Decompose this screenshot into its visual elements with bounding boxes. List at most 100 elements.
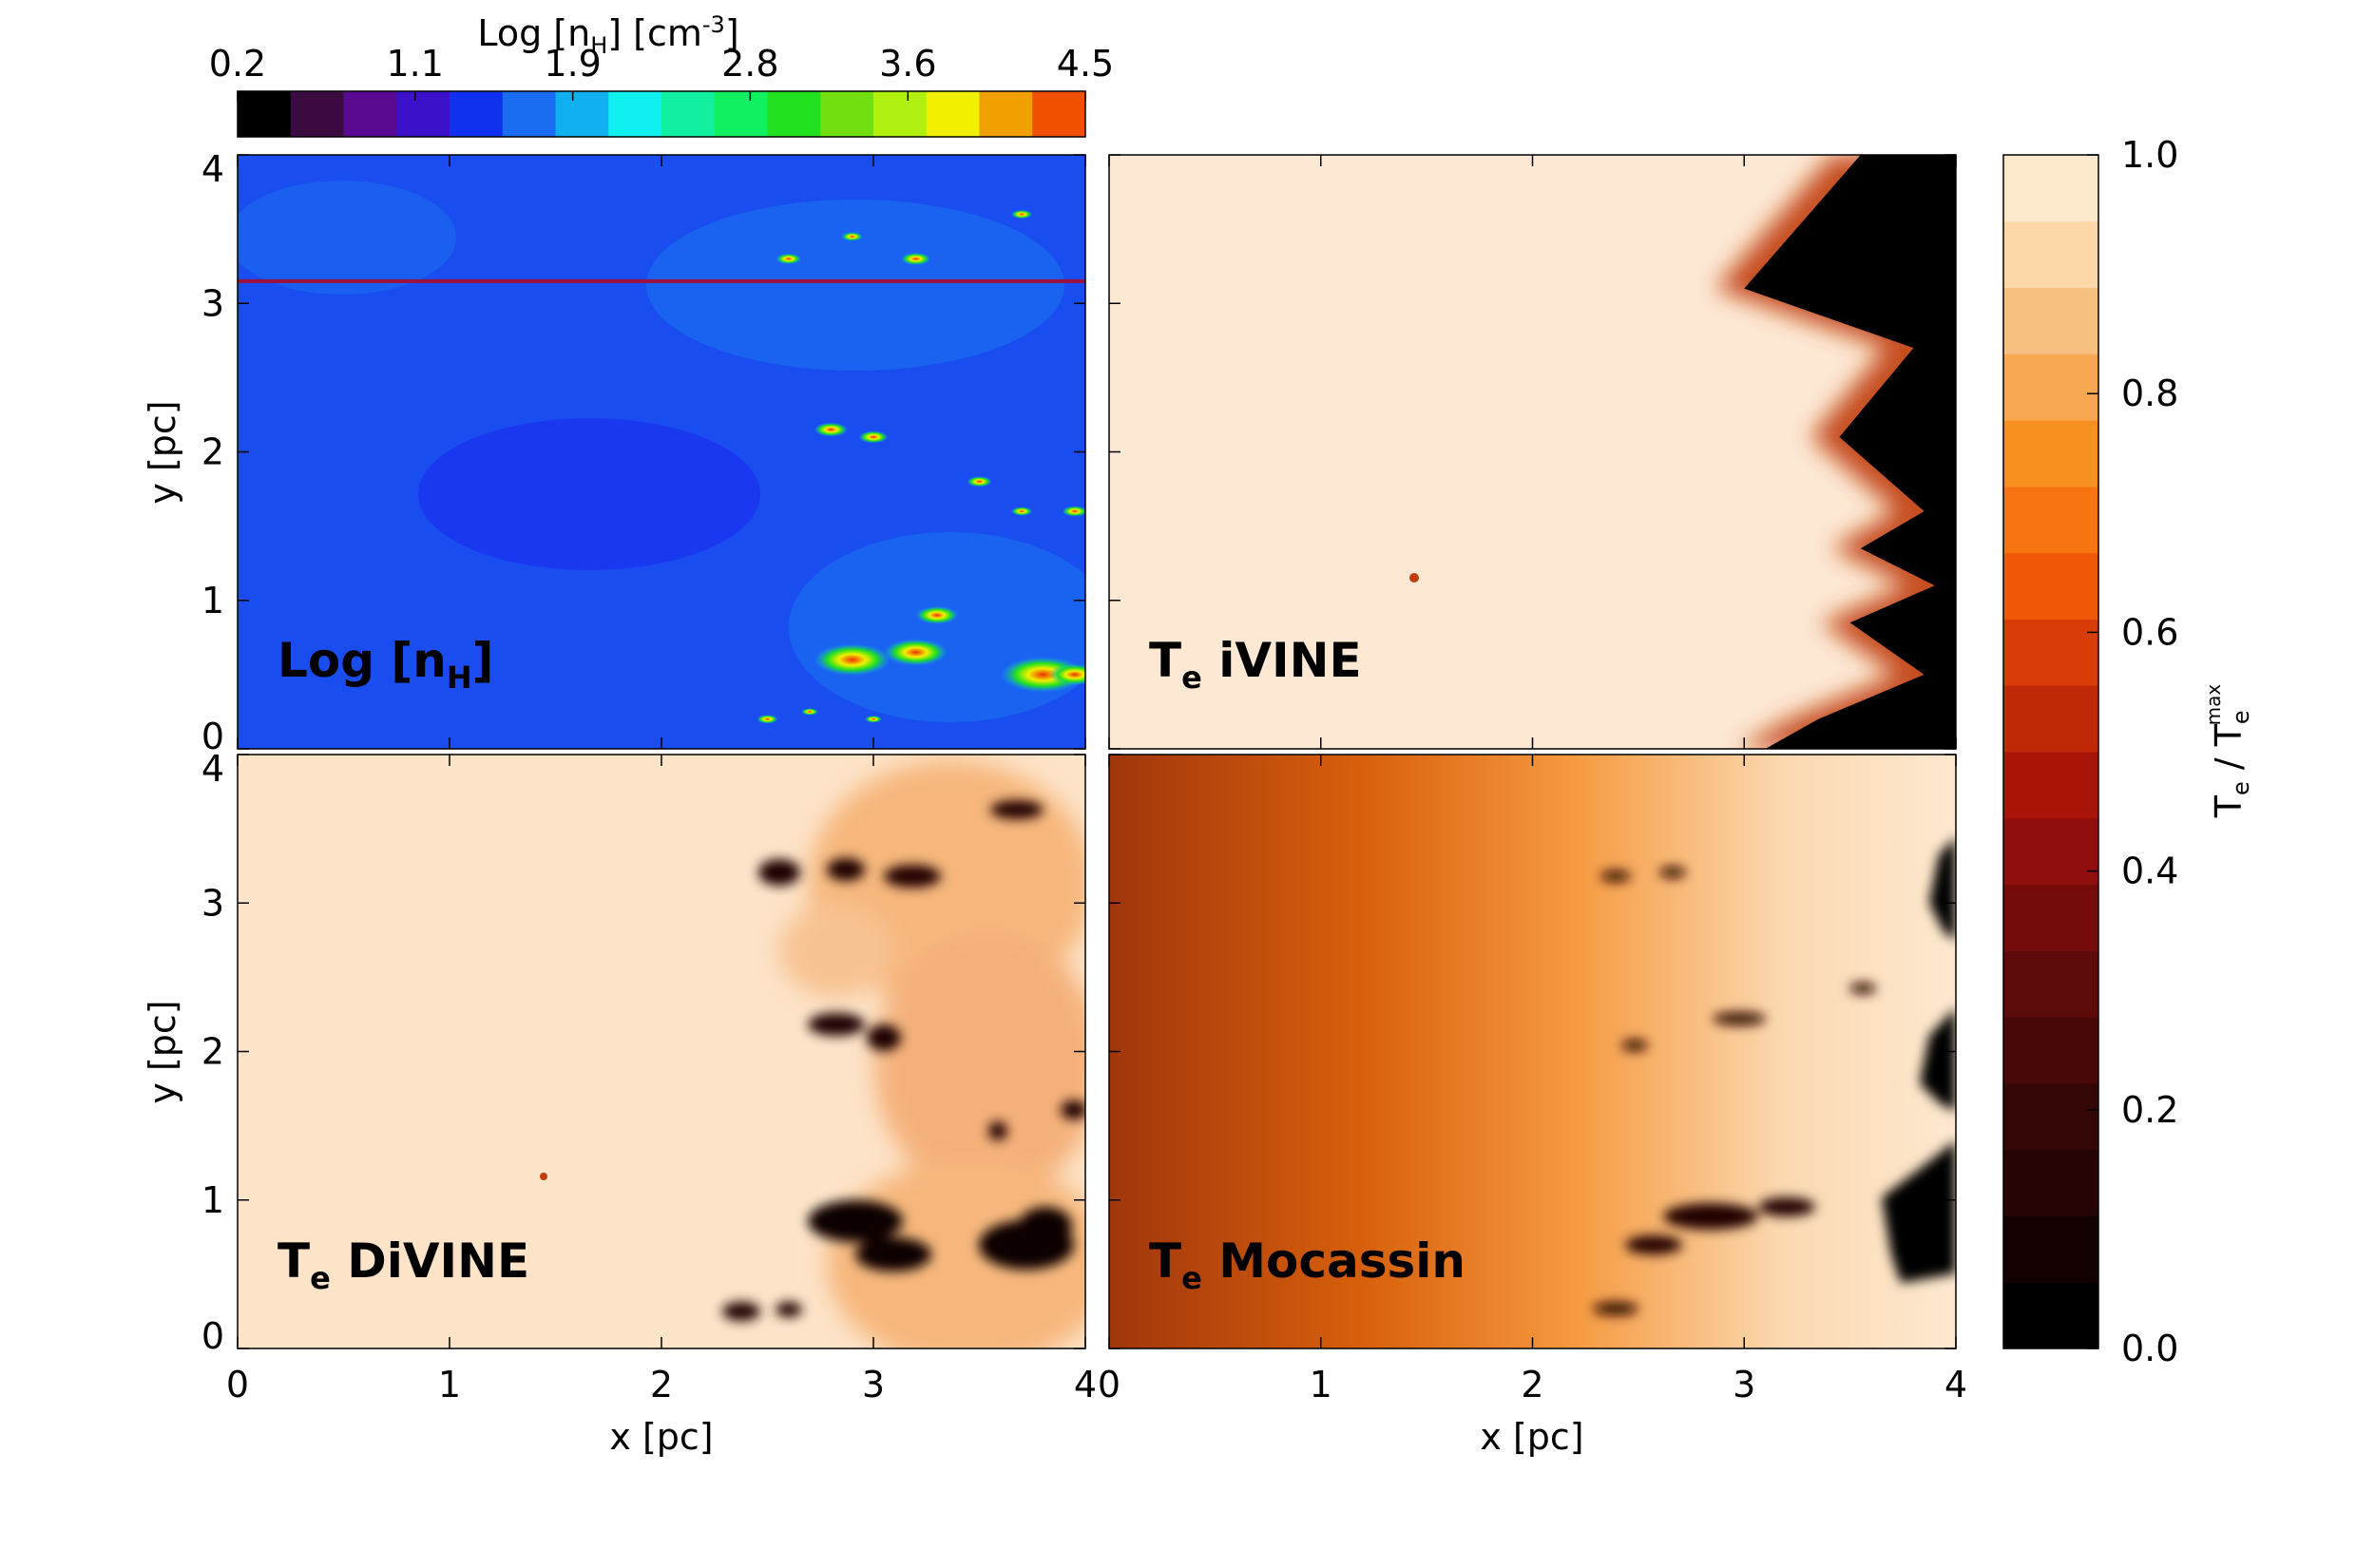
- mocassin-xtick-label: 2: [1521, 1364, 1543, 1405]
- mocassin-xtick-label: 0: [1098, 1364, 1121, 1405]
- density-haze-patch: [646, 200, 1064, 371]
- density-colorbar-swatch: [661, 91, 716, 137]
- density-clump: [1062, 506, 1085, 517]
- density-colorbar-swatch: [1032, 91, 1086, 137]
- ivine-speck: [1409, 573, 1419, 583]
- divine-ytick-label: 2: [201, 1031, 224, 1073]
- density-clump: [865, 716, 882, 723]
- density-colorbar-swatch: [238, 91, 292, 137]
- density-clump: [858, 430, 889, 444]
- density-colorbar-tick-label: 2.8: [721, 43, 778, 85]
- divine-xtick-label: 3: [862, 1364, 885, 1405]
- density-colorbar-frame: [237, 90, 1086, 138]
- temperature-colorbar-swatch: [2003, 950, 2098, 1018]
- divine-xtick-label: 4: [1074, 1364, 1097, 1405]
- divine-xtick-label: 2: [650, 1364, 673, 1405]
- density-panel: Log [nH]: [237, 154, 1086, 750]
- density-colorbar-swatch: [926, 91, 980, 137]
- temperature-colorbar-tick-label: 0.8: [2121, 373, 2178, 414]
- temperature-colorbar-swatch: [2003, 817, 2098, 886]
- temperature-colorbar-swatch: [2003, 552, 2098, 620]
- density-clump: [1049, 663, 1085, 686]
- temperature-colorbar-swatch: [2003, 1082, 2098, 1151]
- density-colorbar-swatch: [820, 91, 874, 137]
- divine-panel: Te DiVINE: [237, 754, 1086, 1349]
- density-clump: [801, 708, 819, 716]
- density-clump: [967, 476, 992, 488]
- density-colorbar-tick-label: 1.1: [386, 43, 443, 85]
- density-colorbar-swatch: [979, 91, 1033, 137]
- ivine-ionization-front: [1744, 155, 1956, 749]
- temperature-colorbar-frame: [2002, 154, 2099, 1349]
- mocassin-xtick-label: 1: [1310, 1364, 1332, 1405]
- density-colorbar: 0.2 1.1 1.9 2.8 3.6 4.5: [209, 43, 1114, 138]
- divine-ylabel: y [pc]: [142, 1000, 183, 1103]
- density-colorbar-swatch: [767, 91, 821, 137]
- density-colorbar-swatch: [608, 91, 662, 137]
- density-panel-label: Log [nH]: [278, 633, 494, 696]
- density-ylabel: y [pc]: [142, 400, 183, 504]
- temperature-colorbar-swatch: [2003, 685, 2098, 753]
- temperature-colorbar-title: Te / Temax: [2202, 684, 2254, 819]
- temperature-colorbar-swatch: [2003, 752, 2098, 819]
- density-clump: [814, 643, 891, 677]
- density-colorbar-swatch: [290, 91, 344, 137]
- density-colorbar-swatch: [873, 91, 928, 137]
- mocassin-panel-label: Te Mocassin: [1149, 1233, 1465, 1296]
- temperature-colorbar: 0.0 0.2 0.4 0.6 0.8 1.0: [2002, 134, 2178, 1369]
- density-clumps: [757, 209, 1085, 724]
- density-haze-patch: [238, 181, 456, 295]
- density-colorbar-swatch: [450, 91, 504, 137]
- divine-speck: [540, 1173, 547, 1180]
- density-ytick-label: 3: [201, 282, 224, 324]
- density-haze-patch: [789, 532, 1085, 722]
- density-haze-patch: [418, 418, 760, 570]
- density-clump: [776, 253, 802, 264]
- ivine-panel-label: Te iVINE: [1149, 633, 1362, 696]
- temperature-colorbar-swatch: [2003, 1282, 2098, 1349]
- mocassin-front: [1593, 836, 1956, 1315]
- density-colorbar-swatch: [396, 91, 450, 137]
- temperature-colorbar-swatch: [2003, 1149, 2098, 1216]
- temperature-colorbar-swatch: [2003, 420, 2098, 488]
- density-colorbar-swatch: [502, 91, 556, 137]
- temperature-colorbar-swatch: [2003, 155, 2098, 222]
- density-clump: [757, 715, 778, 724]
- density-clump: [884, 639, 948, 666]
- temperature-colorbar-swatch: [2003, 287, 2098, 354]
- temperature-colorbar-tick-label: 0.6: [2121, 611, 2178, 653]
- temperature-colorbar-swatch: [2003, 354, 2098, 421]
- temperature-colorbar-swatch: [2003, 619, 2098, 686]
- divine-ytick-label: 1: [201, 1179, 224, 1221]
- divine-ytick-label: 0: [201, 1315, 224, 1357]
- density-ytick-label: 4: [201, 148, 224, 190]
- mocassin-xtick-label: 4: [1944, 1364, 1967, 1405]
- density-colorbar-swatch: [343, 91, 397, 137]
- density-clump: [915, 606, 959, 624]
- density-clump: [1010, 209, 1033, 220]
- ivine-panel: Te iVINE: [1108, 154, 1957, 750]
- density-colorbar-swatch: [555, 91, 609, 137]
- temperature-colorbar-tick-label: 1.0: [2121, 134, 2178, 176]
- density-ytick-label: 0: [201, 716, 224, 757]
- density-clump: [814, 422, 849, 437]
- temperature-colorbar-tick-label: 0.0: [2121, 1328, 2178, 1369]
- density-colorbar-tick-label: 3.6: [879, 43, 936, 85]
- density-colorbar-tick-label: 0.2: [209, 43, 266, 85]
- divine-warm-haze: [779, 760, 1085, 1348]
- divine-dark-knots: [722, 800, 1085, 1321]
- density-ytick-label: 1: [201, 580, 224, 621]
- temperature-colorbar-swatch: [2003, 486, 2098, 554]
- density-clump: [1010, 507, 1033, 516]
- divine-ytick-label: 3: [201, 882, 224, 924]
- mocassin-xlabel: x [pc]: [1480, 1416, 1583, 1458]
- mocassin-xtick-label: 3: [1733, 1364, 1755, 1405]
- temperature-colorbar-tick-label: 0.2: [2121, 1089, 2178, 1131]
- temperature-colorbar-swatch: [2003, 1017, 2098, 1084]
- temperature-colorbar-tick-label: 0.4: [2121, 851, 2178, 892]
- divine-xlabel: x [pc]: [609, 1416, 713, 1458]
- temperature-colorbar-swatch: [2003, 1215, 2098, 1283]
- density-clump: [900, 252, 931, 265]
